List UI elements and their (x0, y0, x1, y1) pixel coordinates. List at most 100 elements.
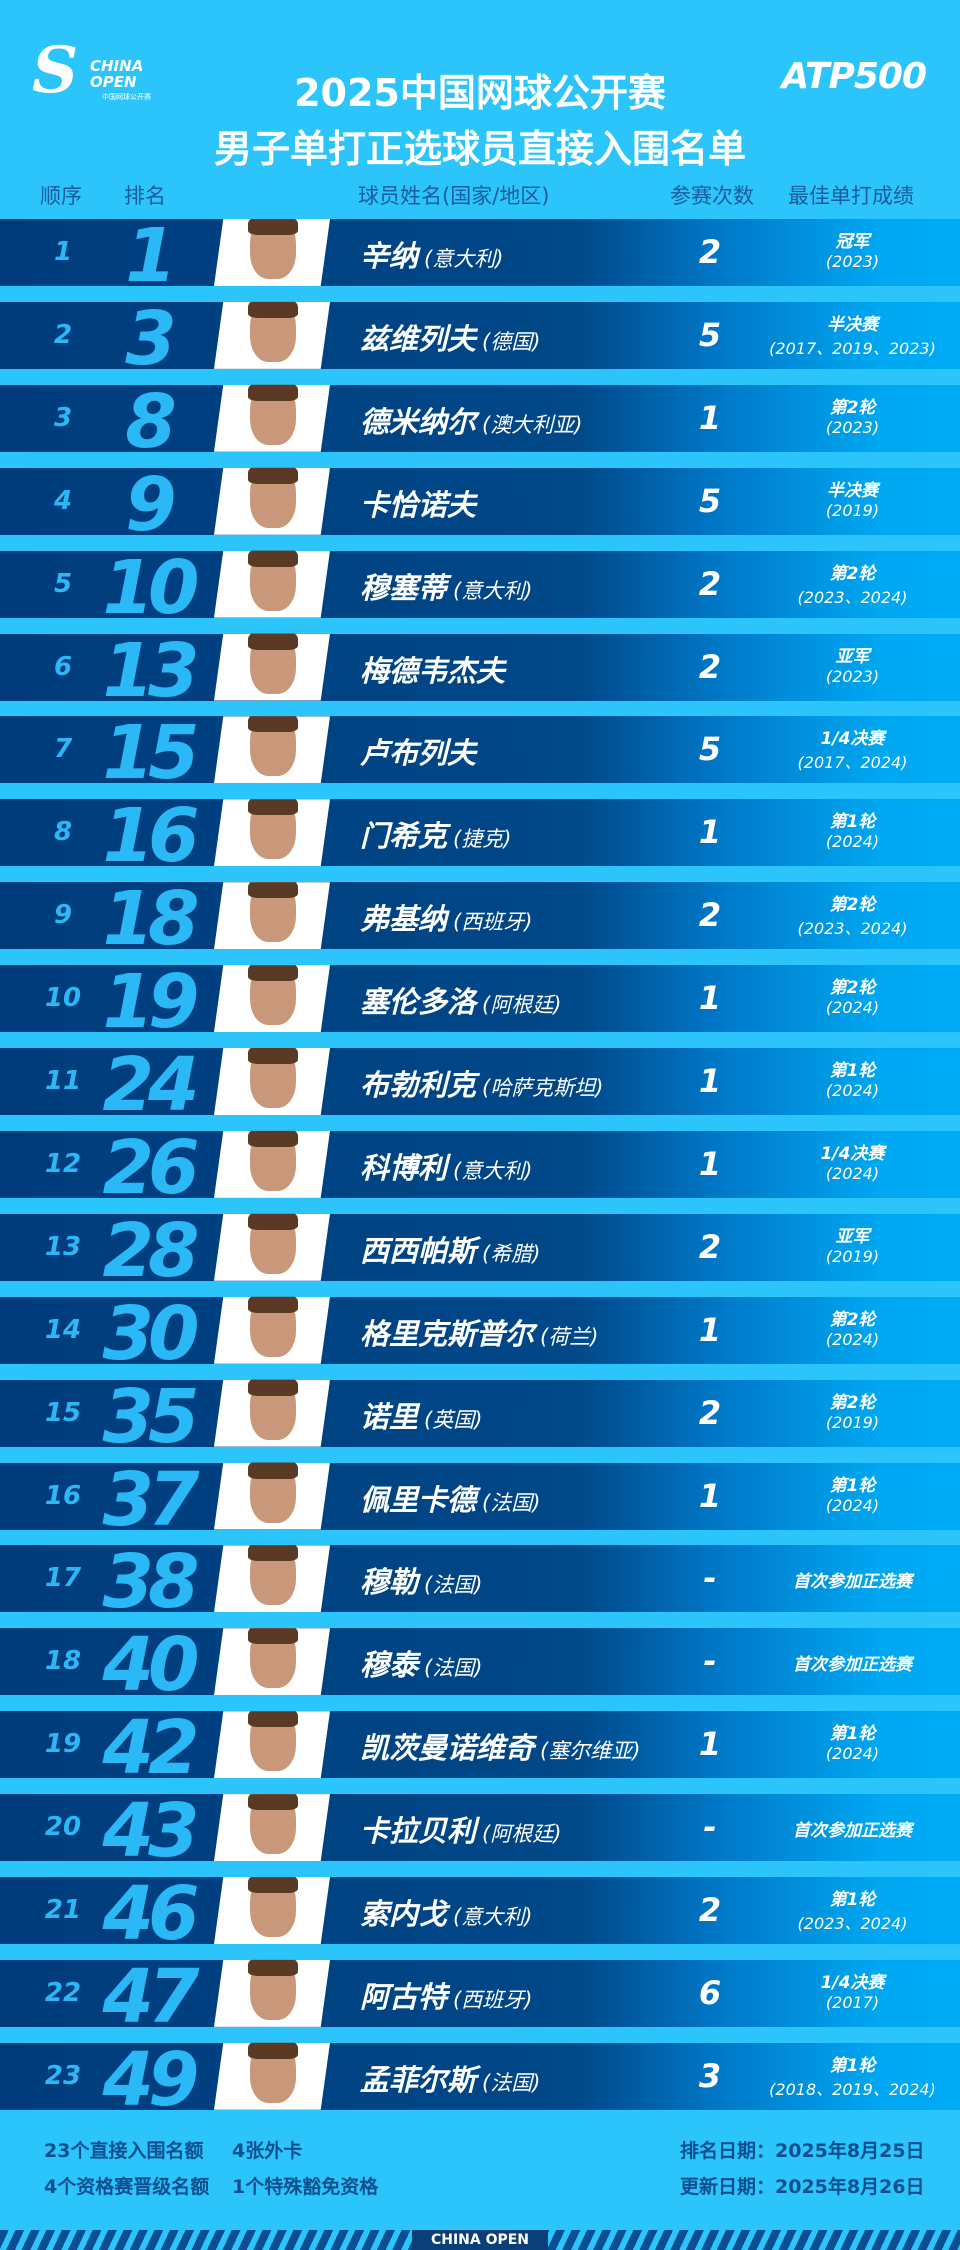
best-result: 1/4决赛 (2024) (745, 1139, 960, 1183)
player-country: (塞尔维亚) (540, 1739, 641, 1764)
player-country: (英国) (424, 1407, 483, 1432)
footer-band-text: CHINA OPEN (412, 2230, 548, 2250)
table-row: 4 9 卡恰诺夫 5 半决赛 (2019) (0, 462, 960, 548)
order-number: 17 (44, 1563, 82, 1594)
table-row: 8 16 门希克 (捷克) 1 第1轮 (2024) (0, 793, 960, 879)
player-name-text: 科博利 (360, 1150, 448, 1185)
player-country: (法国) (424, 1656, 483, 1681)
player-country: (意大利) (424, 247, 504, 271)
best-result-years: (2024) (825, 1744, 880, 1764)
best-result: 第1轮 (2024) (745, 807, 960, 851)
player-name: 索内戈 (意大利) (360, 1891, 532, 1933)
player-country: (法国) (482, 2070, 541, 2095)
player-name-text: 穆塞蒂 (360, 570, 448, 605)
best-result: 第2轮 (2023) (745, 393, 960, 437)
order-number: 9 (53, 900, 73, 931)
best-result-years: (2019) (825, 500, 880, 520)
best-result-round: 半决赛 (827, 480, 878, 501)
player-name: 辛纳 (意大利) (360, 233, 503, 275)
ranking-number: 24 (102, 1042, 200, 1128)
player-country: (法国) (424, 1573, 483, 1598)
best-result-years: (2023、2024) (797, 1914, 908, 1933)
ranking-number: 38 (102, 1539, 200, 1626)
order-number: 18 (44, 1646, 82, 1677)
player-name-text: 卡恰诺夫 (360, 487, 477, 522)
best-result-round: 第2轮 (829, 397, 876, 418)
player-name-text: 德米纳尔 (360, 404, 477, 439)
table-row: 18 40 穆泰 (法国) - 首次参加正选赛 (0, 1622, 960, 1708)
column-header-rank: 排名 (124, 184, 166, 208)
player-hair-icon (248, 1628, 298, 1645)
entries-count: 2 (698, 564, 722, 603)
order-number: 10 (44, 983, 82, 1014)
player-hair-icon (248, 1130, 298, 1147)
player-name: 穆塞蒂 (意大利) (360, 565, 532, 607)
page-subtitle: 男子单打正选球员直接入围名单 (213, 127, 746, 171)
column-header-player: 球员姓名(国家/地区) (358, 184, 550, 208)
table-row: 19 42 凯茨曼诺维奇 (塞尔维亚) 1 第1轮 (2024) (0, 1705, 960, 1791)
ranking-number: 40 (102, 1622, 200, 1709)
order-number: 19 (44, 1729, 82, 1760)
best-result: 1/4决赛 (2017) (745, 1968, 960, 2012)
best-result: 第2轮 (2023、2024) (745, 890, 960, 939)
player-name-text: 卢布列夫 (360, 736, 477, 771)
page-title: 2025中国网球公开赛 (294, 71, 666, 115)
logo-subtext: 中国网球公开赛 (102, 93, 151, 101)
player-name: 弗基纳 (西班牙) (360, 896, 532, 938)
best-result-round: 第2轮 (829, 1309, 876, 1330)
player-name-text: 门希克 (360, 819, 448, 854)
player-hair-icon (248, 1959, 298, 1976)
table-row: 15 35 诺里 (英国) 2 第2轮 (2019) (0, 1374, 960, 1460)
ranking-number: 15 (102, 710, 200, 797)
ranking-number: 35 (102, 1373, 200, 1460)
player-country: (西班牙) (453, 1987, 533, 2012)
best-result-round: 冠军 (835, 232, 870, 252)
player-name-text: 塞伦多洛 (360, 985, 477, 1020)
player-hair-icon (248, 799, 298, 816)
player-photo (214, 965, 330, 1033)
best-result-round: 第1轮 (829, 1724, 876, 1745)
player-photo (214, 301, 330, 369)
table-row: 12 26 科博利 (意大利) 1 1/4决赛 (2024) (0, 1125, 960, 1211)
table-row: 5 10 穆塞蒂 (意大利) 2 第2轮 (2023、2024) (0, 545, 960, 631)
ranking-number: 49 (102, 2036, 200, 2123)
player-photo (214, 1628, 330, 1696)
table-row: 22 47 阿古特 (西班牙) 6 1/4决赛 (2017) (0, 1954, 960, 2040)
best-result-years: (2024) (825, 832, 880, 852)
best-result: 第1轮 (2023、2024) (745, 1885, 960, 1934)
player-hair-icon (248, 2042, 298, 2059)
player-hair-icon (248, 965, 298, 982)
player-country: (意大利) (453, 1905, 533, 1929)
table-row: 16 37 佩里卡德 (法国) 1 第1轮 (2024) (0, 1457, 960, 1543)
ranking-number: 30 (102, 1290, 200, 1377)
player-name: 穆勒 (法国) (360, 1559, 482, 1601)
player-photo (214, 882, 330, 950)
best-result-years: (2024) (825, 1163, 880, 1183)
player-country: (意大利) (453, 578, 533, 603)
best-result: 第1轮 (2024) (745, 1056, 960, 1100)
entries-count: 2 (698, 1891, 722, 1929)
player-name: 西西帕斯 (希腊) (360, 1228, 540, 1270)
best-result-round: 首次参加正选赛 (793, 1572, 912, 1593)
player-photo (214, 1877, 330, 1944)
player-country: (阿根廷) (482, 1822, 562, 1847)
table-row: 1 1 辛纳 (意大利) 2 冠军 (2023) (0, 213, 960, 299)
player-photo (214, 799, 330, 867)
player-name: 塞伦多洛 (阿根廷) (360, 979, 561, 1021)
best-result: 冠军 (2023) (745, 227, 960, 271)
entries-count: 1 (698, 979, 722, 1018)
player-photo (214, 1959, 330, 2027)
player-photo (214, 1462, 330, 1530)
player-photo (214, 1545, 330, 1613)
player-hair-icon (248, 550, 298, 567)
best-result-round: 1/4决赛 (820, 1972, 885, 1993)
player-name-text: 佩里卡德 (360, 1482, 477, 1517)
entries-count: 1 (698, 1310, 722, 1349)
logo-mark-icon: S (32, 33, 79, 108)
player-hair-icon (248, 1711, 298, 1728)
player-name-text: 卡拉贝利 (360, 1814, 477, 1849)
best-result-years: (2024) (825, 1495, 880, 1515)
best-result-round: 1/4决赛 (820, 729, 885, 750)
player-photo (214, 1048, 330, 1115)
player-name: 格里克斯普尔 (荷兰) (360, 1311, 598, 1353)
